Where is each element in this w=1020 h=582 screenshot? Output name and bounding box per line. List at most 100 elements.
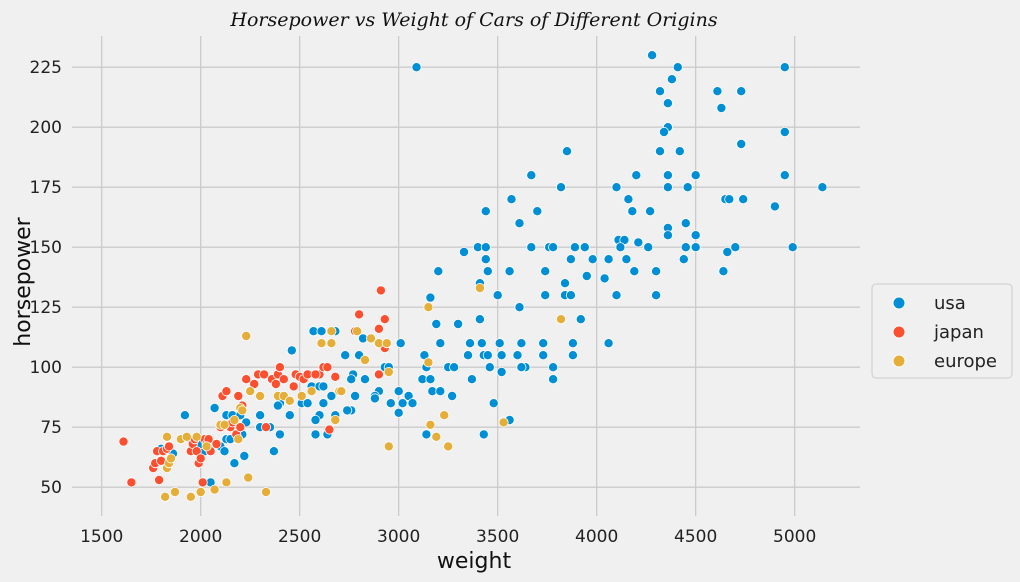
data-point-japan [233,390,244,401]
data-point-usa [504,266,515,277]
data-point-usa [680,242,691,253]
data-point-usa [672,62,683,73]
data-point-usa [512,350,523,361]
data-point-usa [514,218,525,229]
data-point-japan [278,374,289,385]
data-point-europe [169,486,180,497]
data-point-usa [655,146,666,157]
data-point-usa [433,266,444,277]
data-point-japan [274,362,285,373]
data-point-usa [575,314,586,325]
data-point-usa [662,170,673,181]
data-point-usa [769,201,780,212]
data-point-europe [423,302,434,313]
data-point-usa [569,242,580,253]
data-point-usa [484,362,495,373]
data-point-japan [163,441,174,452]
data-point-europe [330,414,341,425]
legend-marker-japan [892,325,906,339]
data-point-japan [195,453,206,464]
data-point-europe [365,333,376,344]
data-point-japan [379,314,390,325]
data-point-usa [678,254,689,265]
data-point-usa [431,318,442,329]
data-point-usa [716,103,727,114]
data-point-usa [779,127,790,138]
data-point-usa [736,138,747,149]
data-point-usa [560,278,571,289]
data-point-usa [425,374,436,385]
data-point-usa [393,386,404,397]
data-point-usa [526,170,537,181]
data-point-usa [239,450,250,461]
data-point-usa [647,50,658,61]
data-point-europe [241,330,252,341]
data-point-usa [599,273,610,284]
data-point-usa [318,398,329,409]
data-point-usa [407,398,418,409]
data-point-japan [288,381,299,392]
x-tick-label: 3000 [377,527,420,547]
data-point-usa [462,350,473,361]
data-point-usa [466,374,477,385]
data-point-europe [474,282,485,293]
data-point-usa [712,86,723,97]
data-point-europe [383,366,394,377]
data-point-usa [346,374,357,385]
data-point-europe [352,326,363,337]
data-point-japan [235,422,246,433]
data-point-usa [722,246,733,257]
data-point-usa [492,290,503,301]
data-point-usa [662,98,673,109]
data-point-usa [779,170,790,181]
data-point-usa [482,350,493,361]
data-point-usa [621,254,632,265]
x-tick-label: 2500 [278,527,321,547]
data-point-usa [540,266,551,277]
y-tick-label: 200 [30,118,62,138]
ticks-layer: 1500 2000 2500 3000 3500 4000 4500 5000 50 75 100 1… [30,58,817,547]
data-point-usa [627,206,638,217]
data-point-usa [611,290,622,301]
data-point-usa [587,254,598,265]
data-point-usa [318,381,329,392]
data-point-usa [385,398,396,409]
x-tick-label: 3500 [476,527,519,547]
data-point-usa [326,390,337,401]
data-point-europe [316,338,327,349]
data-point-usa [562,146,573,157]
points-layer [118,50,828,502]
data-point-japan [211,438,222,449]
data-point-europe [243,472,254,483]
data-point-usa [666,74,677,85]
data-point-usa [548,374,559,385]
data-point-usa [736,86,747,97]
x-tick-label: 5000 [773,527,816,547]
data-point-europe [181,431,192,442]
data-point-usa [488,398,499,409]
data-point-usa [730,242,741,253]
data-point-usa [274,429,285,440]
data-point-usa [779,62,790,73]
data-point-europe [209,484,220,495]
data-point-usa [680,218,691,229]
data-point-europe [498,417,509,428]
data-point-japan [373,323,384,334]
data-point-europe [219,419,230,430]
data-point-europe [423,357,434,368]
data-point-usa [662,182,673,193]
data-point-europe [326,338,337,349]
y-axis-title: horsepower [11,216,36,346]
data-point-usa [540,290,551,301]
data-point-usa [643,242,654,253]
data-point-usa [662,230,673,241]
y-tick-label: 75 [40,418,62,438]
data-point-europe [229,414,240,425]
data-point-usa [284,410,295,421]
data-point-usa [633,237,644,248]
data-point-usa [229,458,240,469]
y-tick-label: 175 [30,178,62,198]
data-point-europe [556,314,567,325]
data-point-usa [421,429,432,440]
